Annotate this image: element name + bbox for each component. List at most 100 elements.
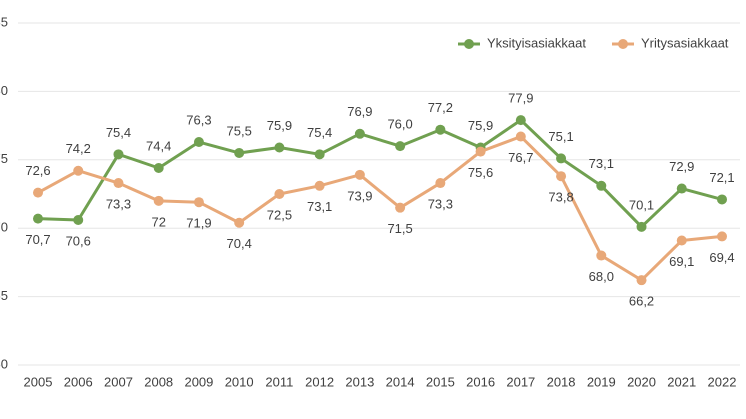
data-label: 68,0 xyxy=(589,269,614,284)
data-label: 70,7 xyxy=(25,232,50,247)
x-tick-label: 2018 xyxy=(547,374,576,389)
data-label: 73,1 xyxy=(307,199,332,214)
data-point xyxy=(395,202,406,213)
data-point xyxy=(354,128,365,139)
data-point xyxy=(556,171,567,182)
data-label: 75,1 xyxy=(548,129,573,144)
x-tick-label: 2019 xyxy=(587,374,616,389)
data-label: 73,3 xyxy=(428,196,453,211)
x-tick-label: 2007 xyxy=(104,374,133,389)
data-label: 72,6 xyxy=(25,163,50,178)
data-point xyxy=(515,115,526,126)
data-label: 69,1 xyxy=(669,254,694,269)
data-point xyxy=(73,165,84,176)
data-point xyxy=(73,214,84,225)
data-label: 75,4 xyxy=(307,125,332,140)
x-tick-label: 2006 xyxy=(64,374,93,389)
y-tick-label: 80 xyxy=(0,83,8,98)
data-label: 69,4 xyxy=(709,250,734,265)
x-tick-label: 2021 xyxy=(667,374,696,389)
x-tick-label: 2008 xyxy=(144,374,173,389)
data-point xyxy=(596,250,607,261)
data-label: 72,9 xyxy=(669,159,694,174)
data-label: 74,4 xyxy=(146,138,171,153)
data-label: 75,6 xyxy=(468,165,493,180)
x-tick-label: 2011 xyxy=(265,374,293,389)
y-tick-label: 75 xyxy=(0,151,8,166)
data-point xyxy=(475,146,486,157)
data-point xyxy=(274,142,285,153)
data-label: 76,3 xyxy=(186,112,211,127)
x-tick-label: 2014 xyxy=(386,374,415,389)
data-point xyxy=(435,178,446,189)
legend-label: Yksityisasiakkaat xyxy=(487,35,586,50)
data-point xyxy=(676,235,687,246)
x-tick-label: 2017 xyxy=(506,374,535,389)
plot-area: 60 65 70 75 80 85 2005 2006 2007 2008 2009 2010 2011… xyxy=(0,14,740,389)
y-tick-label: 65 xyxy=(0,288,8,303)
x-tick-label: 2012 xyxy=(305,374,334,389)
data-label: 66,2 xyxy=(629,294,654,309)
data-label: 71,9 xyxy=(186,216,211,231)
data-point xyxy=(354,169,365,180)
legend-marker xyxy=(618,39,628,49)
data-point xyxy=(314,180,325,191)
data-label: 70,6 xyxy=(66,233,91,248)
x-tick-label: 2013 xyxy=(345,374,374,389)
data-point xyxy=(113,149,124,160)
data-label: 73,1 xyxy=(589,156,614,171)
y-tick-label: 60 xyxy=(0,356,8,371)
data-label: 76,0 xyxy=(387,117,412,132)
data-label: 74,2 xyxy=(66,141,91,156)
data-label: 77,2 xyxy=(428,100,453,115)
legend-label: Yritysasiakkaat xyxy=(641,35,729,50)
data-point xyxy=(33,213,43,224)
x-tick-label: 2005 xyxy=(24,374,53,389)
data-label: 72,1 xyxy=(709,170,734,185)
x-tick-label: 2009 xyxy=(184,374,213,389)
series-line xyxy=(37,118,723,229)
data-point xyxy=(395,141,406,152)
data-label: 76,7 xyxy=(508,150,533,165)
data-label: 73,8 xyxy=(548,190,573,205)
data-point xyxy=(676,183,687,194)
data-label: 70,4 xyxy=(227,236,252,251)
series-line xyxy=(37,135,723,282)
data-label: 75,4 xyxy=(106,125,131,140)
data-point xyxy=(314,149,325,160)
data-label: 75,9 xyxy=(267,118,292,133)
data-point xyxy=(234,217,245,228)
y-tick-label: 70 xyxy=(0,220,8,235)
data-point xyxy=(113,178,124,189)
data-label: 70,1 xyxy=(629,197,654,212)
data-label: 71,5 xyxy=(387,221,412,236)
data-point xyxy=(717,231,727,242)
data-label: 73,3 xyxy=(106,196,131,211)
x-tick-label: 2015 xyxy=(426,374,455,389)
data-point xyxy=(274,189,285,199)
x-tick-label: 2010 xyxy=(225,374,254,389)
data-point xyxy=(234,147,245,158)
data-label: 77,9 xyxy=(508,91,533,106)
data-point xyxy=(717,194,727,205)
data-label: 73,9 xyxy=(347,188,372,203)
data-point xyxy=(435,124,446,135)
data-label: 72 xyxy=(151,214,165,229)
data-point xyxy=(515,131,526,142)
data-point xyxy=(153,163,164,174)
data-label: 75,5 xyxy=(227,123,252,138)
data-point xyxy=(636,275,647,286)
data-point xyxy=(153,195,164,206)
data-point xyxy=(193,197,204,208)
data-label: 72,5 xyxy=(267,207,292,222)
data-point xyxy=(556,153,567,164)
data-point xyxy=(596,180,607,191)
y-tick-label: 85 xyxy=(0,14,8,29)
legend-marker xyxy=(464,39,474,49)
data-point xyxy=(636,221,647,232)
x-tick-label: 2020 xyxy=(627,374,656,389)
x-tick-label: 2016 xyxy=(466,374,495,389)
data-label: 75,9 xyxy=(468,118,493,133)
